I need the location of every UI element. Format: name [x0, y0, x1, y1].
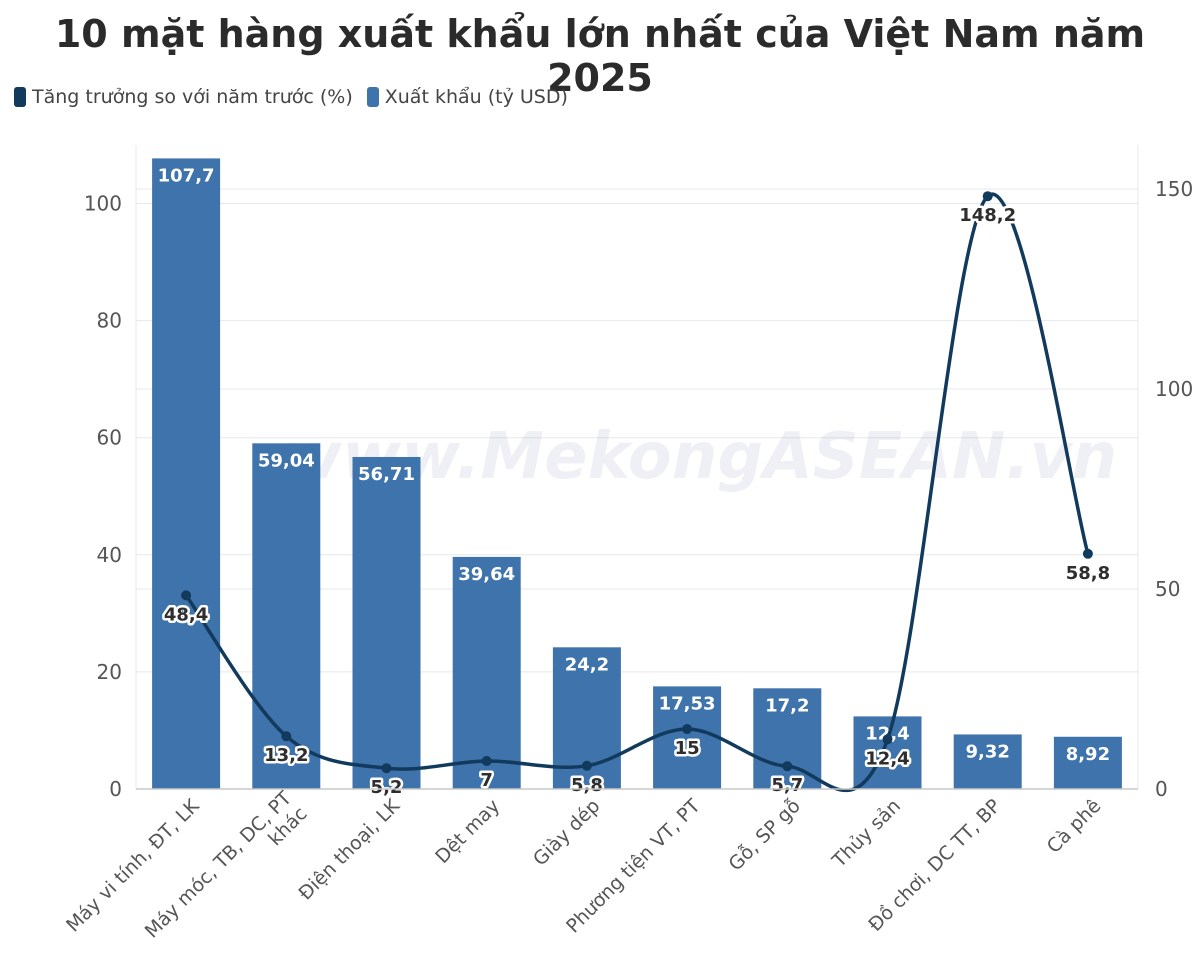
- bar-value-label: 8,92: [1066, 744, 1110, 765]
- x-category-label: Gỗ, SP gỗ: [724, 794, 805, 875]
- x-category-label: Điện thoại, LK: [294, 795, 404, 905]
- legend: Tăng trưởng so với năm trước (%) Xuất kh…: [14, 86, 568, 108]
- bar-value-label: 56,71: [358, 464, 415, 485]
- y-left-tick-label: 40: [97, 543, 122, 567]
- growth-value-label: 7: [480, 770, 493, 791]
- bar[interactable]: [753, 688, 822, 789]
- y-left-tick-label: 0: [109, 777, 122, 801]
- bar-value-label: 24,2: [565, 654, 609, 675]
- bar[interactable]: [953, 734, 1022, 789]
- y-left-tick-label: 100: [84, 192, 122, 216]
- legend-label-export: Xuất khẩu (tỷ USD): [384, 86, 568, 108]
- growth-value-label: 5,2: [371, 777, 403, 798]
- y-left-tick-label: 80: [97, 309, 122, 333]
- growth-value-label: 5,8: [571, 775, 603, 796]
- legend-item-growth[interactable]: Tăng trưởng so với năm trước (%): [14, 86, 353, 108]
- growth-value-label: 12,4: [865, 748, 909, 769]
- bar-value-label: 107,7: [158, 165, 215, 186]
- bar-value-label: 39,64: [458, 564, 515, 585]
- growth-value-label: 148,2: [959, 205, 1016, 226]
- growth-point[interactable]: [381, 763, 392, 774]
- growth-point[interactable]: [782, 761, 793, 772]
- bar-value-label: 17,2: [765, 695, 809, 716]
- growth-point[interactable]: [982, 191, 993, 202]
- growth-point[interactable]: [281, 731, 292, 742]
- bar[interactable]: [1053, 736, 1122, 789]
- watermark: www.MekongASEAN.vn: [283, 420, 1117, 494]
- growth-point[interactable]: [1082, 548, 1093, 559]
- growth-point[interactable]: [181, 590, 192, 601]
- x-category-label: Máy móc, TB, DC, PTkhác: [141, 787, 312, 958]
- bar-value-label: 9,32: [965, 741, 1009, 762]
- x-category-label: Giày dép: [529, 795, 604, 870]
- legend-swatch-growth: [14, 87, 26, 107]
- growth-point[interactable]: [682, 724, 693, 734]
- legend-label-growth: Tăng trưởng so với năm trước (%): [32, 86, 353, 108]
- growth-value-label: 13,2: [264, 745, 308, 766]
- bars: 107,7 59,04 56,71 39,64 24,2 17,53 17,2 12,4 9,3…: [152, 158, 1122, 789]
- bar[interactable]: [853, 716, 922, 789]
- growth-line: 48,4 13,2 5,2 7 5,8 15 5,7 12,4 148,2 58,8: [161, 191, 1113, 801]
- x-category-label: Dệt may: [431, 795, 504, 868]
- bar[interactable]: [653, 686, 722, 789]
- growth-point[interactable]: [882, 734, 893, 745]
- bar-value-label: 59,04: [258, 450, 315, 471]
- chart-title: 10 mặt hàng xuất khẩu lớn nhất của Việt …: [54, 12, 1146, 100]
- growth-value-label: 5,7: [771, 775, 803, 796]
- bar[interactable]: [352, 456, 421, 789]
- x-category-label: Thủy sản: [828, 795, 905, 872]
- growth-value-label: 15: [675, 738, 700, 759]
- growth-value-label: 58,8: [1066, 563, 1110, 584]
- y-right-tick-label: 100: [1155, 377, 1193, 401]
- y-right-tick-label: 50: [1155, 577, 1180, 601]
- x-category-label: Cà phê: [1043, 795, 1106, 858]
- legend-swatch-export: [366, 87, 379, 107]
- y-right-tick-label: 150: [1155, 177, 1193, 201]
- growth-point[interactable]: [581, 760, 592, 771]
- bar-value-label: 17,53: [659, 693, 716, 714]
- y-left-tick-label: 20: [97, 660, 122, 684]
- growth-point[interactable]: [481, 756, 492, 766]
- bar[interactable]: [152, 158, 221, 789]
- legend-item-export[interactable]: Xuất khẩu (tỷ USD): [366, 86, 568, 108]
- growth-value-label: 48,4: [164, 604, 208, 625]
- y-right-tick-label: 0: [1155, 777, 1168, 801]
- y-left-tick-label: 60: [97, 426, 122, 450]
- bar[interactable]: [452, 556, 521, 789]
